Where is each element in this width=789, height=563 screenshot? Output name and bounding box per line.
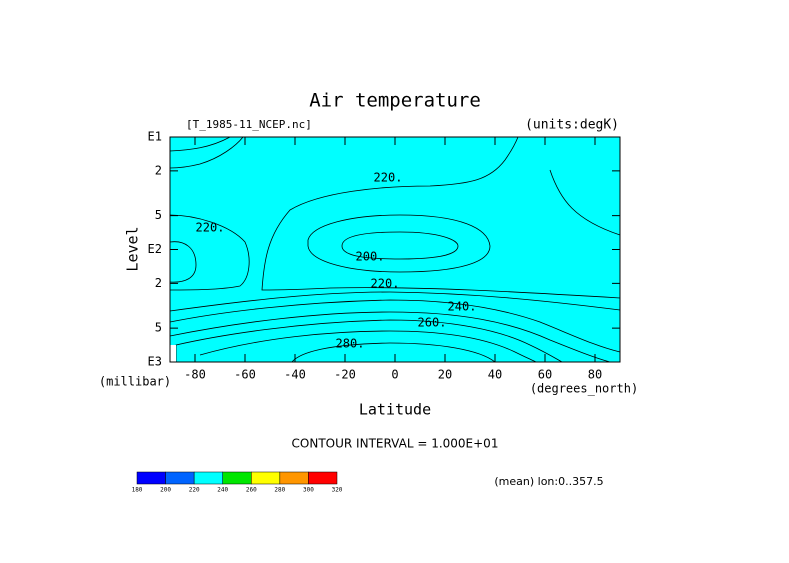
y-tick-label: 2 bbox=[155, 163, 162, 177]
x-tick-label: 0 bbox=[391, 368, 398, 382]
x-tick-label: -20 bbox=[334, 368, 356, 382]
units-label: (units:degK) bbox=[525, 118, 619, 133]
contour-line bbox=[169, 311, 611, 363]
colorbar-box bbox=[279, 471, 309, 485]
x-tick-label: -80 bbox=[184, 368, 206, 382]
filled-band bbox=[291, 342, 497, 363]
y-unit-label: (millibar) bbox=[99, 375, 171, 389]
colorbar-label: 300 bbox=[303, 487, 314, 494]
filled-band bbox=[169, 136, 244, 169]
colorbar-label: 220 bbox=[189, 487, 200, 494]
filled-band bbox=[170, 137, 620, 362]
contour-line bbox=[549, 169, 621, 236]
colorbar-label: 320 bbox=[332, 487, 343, 494]
y-tick-label: 5 bbox=[155, 208, 162, 222]
filled-band bbox=[175, 319, 564, 363]
missing-area bbox=[170, 345, 176, 362]
colorbar-box bbox=[308, 471, 338, 485]
contour-line bbox=[169, 291, 621, 312]
y-axis-label: Level bbox=[124, 226, 142, 271]
contour-label: 280. bbox=[336, 337, 365, 351]
colorbar-box bbox=[251, 471, 281, 485]
colorbar-label: 200 bbox=[160, 487, 171, 494]
colorbar-label: 180 bbox=[132, 487, 143, 494]
colorbar: 180 200 220 240 260 280 300 320 bbox=[132, 471, 343, 494]
x-tick-label: 80 bbox=[588, 368, 602, 382]
contour-line bbox=[169, 241, 197, 283]
colorbar-label: 240 bbox=[217, 487, 228, 494]
contour-labels: 220. 220. 200. 220. 240.260. 280. bbox=[196, 171, 477, 351]
x-tick-label: 40 bbox=[488, 368, 502, 382]
filled-band bbox=[169, 214, 250, 291]
y-tick-label: E2 bbox=[148, 242, 162, 256]
colorbar-box bbox=[165, 471, 195, 485]
contour-label: 220. bbox=[374, 171, 403, 185]
file-label: [T_1985-11_NCEP.nc] bbox=[186, 118, 312, 131]
mean-label: (mean) lon:0..357.5 bbox=[494, 475, 603, 488]
x-axis-label: Latitude bbox=[359, 401, 431, 419]
filled-band bbox=[261, 136, 621, 299]
contour-label: 200. bbox=[356, 250, 385, 264]
y-tick-label: 5 bbox=[155, 321, 162, 335]
contour-label: 240. bbox=[448, 300, 477, 314]
contour-line bbox=[169, 136, 231, 152]
x-unit-label: (degrees_north) bbox=[530, 382, 638, 396]
contour-label: 220. bbox=[196, 221, 225, 235]
colorbar-box bbox=[193, 471, 223, 485]
contour-label: 260. bbox=[418, 316, 447, 330]
axes: -80 -60 -40 -20 0 20 40 60 80 E1 2 5 E2 2 5 E3 bbox=[148, 130, 620, 382]
x-tick-label: -40 bbox=[284, 368, 306, 382]
contour-label: 220. bbox=[371, 277, 400, 291]
x-tick-label: -60 bbox=[234, 368, 256, 382]
filled-band bbox=[169, 299, 621, 363]
colorbar-label: 260 bbox=[246, 487, 257, 494]
colorbar-box bbox=[136, 471, 166, 485]
x-tick-label: 20 bbox=[438, 368, 452, 382]
chart-title: Air temperature bbox=[309, 90, 481, 112]
y-tick-label: E3 bbox=[148, 355, 162, 369]
y-tick-label: E1 bbox=[148, 130, 162, 144]
colorbar-box bbox=[222, 471, 252, 485]
contour-line bbox=[199, 330, 537, 363]
plot-area bbox=[169, 136, 621, 363]
contour-interval: CONTOUR INTERVAL = 1.000E+01 bbox=[292, 437, 499, 451]
y-tick-label: 2 bbox=[155, 276, 162, 290]
x-tick-label: 60 bbox=[538, 368, 552, 382]
filled-band bbox=[341, 231, 459, 260]
colorbar-label: 280 bbox=[274, 487, 285, 494]
contour-line bbox=[307, 214, 491, 273]
